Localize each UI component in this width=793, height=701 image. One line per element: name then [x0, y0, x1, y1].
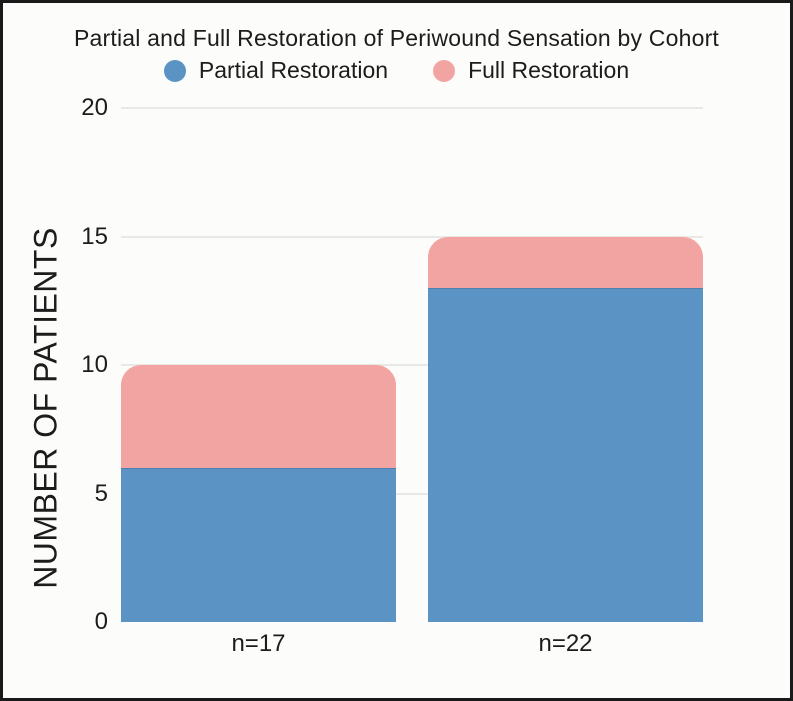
gridline: [121, 107, 703, 109]
x-category-label: n=17: [231, 630, 286, 657]
bar-group: [121, 365, 396, 622]
legend-swatch-icon: [433, 59, 456, 82]
gridline: [121, 235, 703, 238]
gridline: [121, 492, 703, 495]
x-category-label: n=22: [538, 630, 593, 657]
y-tick-label: 0: [94, 608, 108, 635]
legend-item-label: Partial Restoration: [198, 57, 389, 83]
bar-group: [428, 236, 703, 623]
chart-title: Partial and Full Restoration of Periwoun…: [73, 25, 720, 51]
legend-swatch-icon: [163, 59, 186, 82]
bar-segment-partial-restoration: [121, 467, 396, 622]
plot-area: [121, 107, 703, 623]
y-tick-label: 15: [81, 222, 108, 250]
bar-segment-full-restoration: [121, 365, 396, 468]
y-axis-ticks: 0 5 10 15 20: [3, 94, 108, 635]
y-tick-label: 10: [81, 351, 108, 378]
legend-item-label: Full Restoration: [468, 57, 630, 83]
legend-item: Full Restoration: [433, 57, 629, 84]
legend-item: Partial Restoration: [163, 57, 389, 84]
legend: Partial Restoration Full Restoration: [3, 57, 790, 84]
bar-segment-full-restoration: [428, 236, 703, 288]
x-axis-labels: n=17 n=22: [121, 630, 703, 660]
y-tick-label: 5: [94, 479, 108, 507]
gridline: [121, 364, 703, 366]
y-tick-label: 20: [81, 94, 108, 121]
bar-segment-partial-restoration: [428, 287, 703, 622]
